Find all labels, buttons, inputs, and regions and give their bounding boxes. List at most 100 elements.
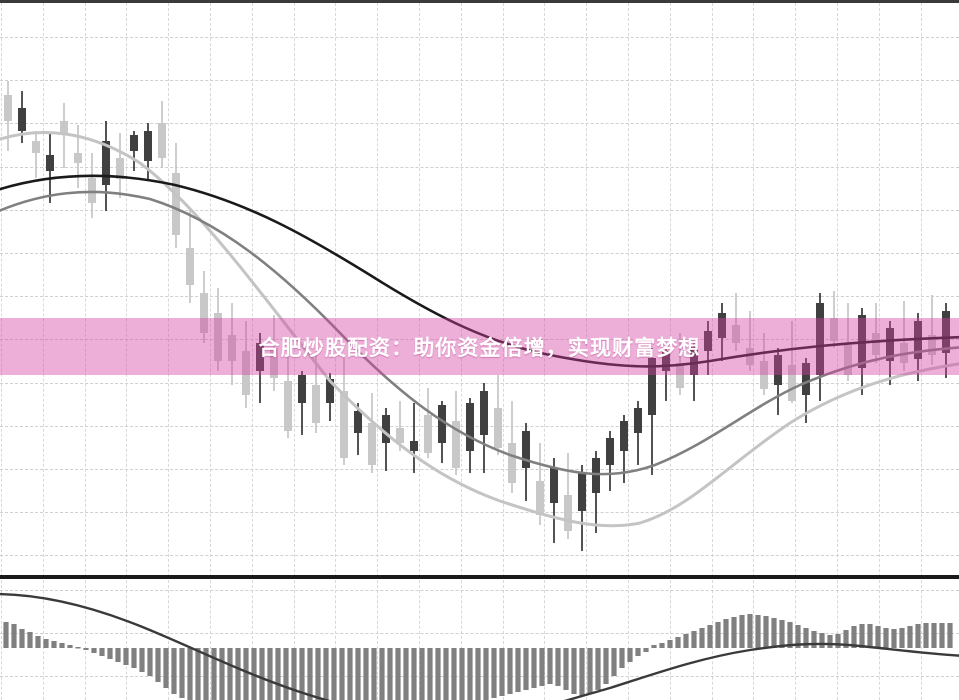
macd-histogram-bar [379, 648, 385, 700]
candlestick [228, 303, 236, 385]
candle-body [886, 328, 894, 361]
macd-histogram-bar [675, 637, 681, 648]
macd-histogram-bar [835, 634, 841, 648]
candlestick [830, 291, 838, 348]
candlestick [158, 101, 166, 168]
candle-body [774, 355, 782, 385]
macd-histogram-bar [91, 648, 97, 653]
macd-histogram-bar [411, 648, 417, 700]
candle-body [466, 403, 474, 451]
candle-body [550, 468, 558, 503]
ma-mid-line [0, 190, 959, 476]
macd-histogram-bar [363, 648, 369, 700]
candle-body [536, 481, 544, 515]
macd-histogram-bar [731, 617, 737, 648]
candle-body [676, 363, 684, 388]
candle-body [620, 421, 628, 451]
candle-body [788, 365, 796, 401]
macd-histogram-bar [475, 648, 481, 700]
candlestick [270, 315, 278, 391]
macd-histogram-bar [147, 648, 153, 676]
macd-histogram-bar [547, 648, 553, 684]
candle-body [830, 318, 838, 341]
macd-histogram-bar [35, 636, 41, 648]
macd-histogram-bar [275, 648, 281, 700]
candlestick [704, 321, 712, 375]
top-rule [0, 0, 959, 3]
candlestick [102, 121, 110, 211]
candle-body [74, 153, 82, 163]
candlestick [508, 401, 516, 493]
candle-body [648, 358, 656, 415]
macd-histogram-bar [875, 626, 881, 648]
candle-body [690, 347, 698, 375]
candlestick [466, 398, 474, 473]
macd-histogram-bar [643, 648, 649, 652]
macd-histogram-bar [267, 648, 273, 700]
macd-histogram-bar [883, 628, 889, 648]
candle-body [368, 423, 376, 465]
candle-body [18, 108, 26, 131]
candle-body [186, 248, 194, 285]
candlestick [200, 271, 208, 343]
candle-body [256, 343, 264, 371]
macd-histogram-bar [371, 648, 377, 700]
macd-histogram-bar [811, 631, 817, 648]
candlestick [256, 333, 264, 403]
macd-histogram-bar [827, 635, 833, 648]
macd-histogram-bar [515, 648, 521, 692]
macd-histogram-bar [347, 648, 353, 700]
macd-histogram-bar [139, 648, 145, 672]
macd-histogram-bar [907, 626, 913, 648]
price-chart-panel [0, 3, 959, 577]
macd-histogram-bar [795, 625, 801, 648]
macd-histogram-bar [67, 645, 73, 648]
macd-histogram-bar [579, 648, 585, 696]
candlestick [298, 371, 306, 435]
candle-body [816, 303, 824, 375]
candle-body [116, 158, 124, 179]
macd-histogram-bar [123, 648, 129, 665]
macd-histogram-bar [179, 648, 185, 698]
candle-body [844, 345, 852, 375]
candlestick [242, 321, 250, 408]
candlestick [312, 355, 320, 433]
candle-body [760, 361, 768, 389]
candle-body [480, 391, 488, 435]
candlestick [480, 383, 488, 473]
candle-body [382, 415, 390, 443]
macd-histogram-bar [651, 645, 657, 648]
candlestick [732, 293, 740, 351]
candle-body [928, 335, 936, 355]
candlestick [550, 458, 558, 543]
candle-body [312, 385, 320, 423]
candlestick [88, 153, 96, 218]
macd-histogram-bar [699, 628, 705, 648]
macd-histogram-bar [27, 632, 33, 648]
candle-body [102, 141, 110, 185]
candlestick [718, 303, 726, 361]
ma-short-line [0, 131, 959, 528]
macd-histogram-bar [315, 648, 321, 700]
candle-body [592, 458, 600, 493]
macd-histogram-bar [187, 648, 193, 700]
macd-histogram-bar [51, 641, 57, 648]
candle-body [200, 293, 208, 333]
macd-histogram-bar [203, 648, 209, 700]
macd-histogram-bar [691, 631, 697, 648]
macd-histogram-bar [859, 624, 865, 648]
candle-body [942, 311, 950, 353]
macd-histogram-bar [507, 648, 513, 694]
candlestick [536, 443, 544, 525]
macd-histogram-bar [355, 648, 361, 700]
macd-histogram-bar [83, 648, 89, 650]
candlestick [662, 343, 670, 401]
candle-body [732, 325, 740, 343]
macd-histogram-bar [787, 622, 793, 648]
candlestick [452, 391, 460, 475]
macd-histogram-bar [707, 625, 713, 648]
macd-histogram-bar [747, 614, 753, 648]
ma-long-line [0, 174, 959, 368]
macd-histogram-bar [899, 628, 905, 648]
candle-body [340, 391, 348, 458]
